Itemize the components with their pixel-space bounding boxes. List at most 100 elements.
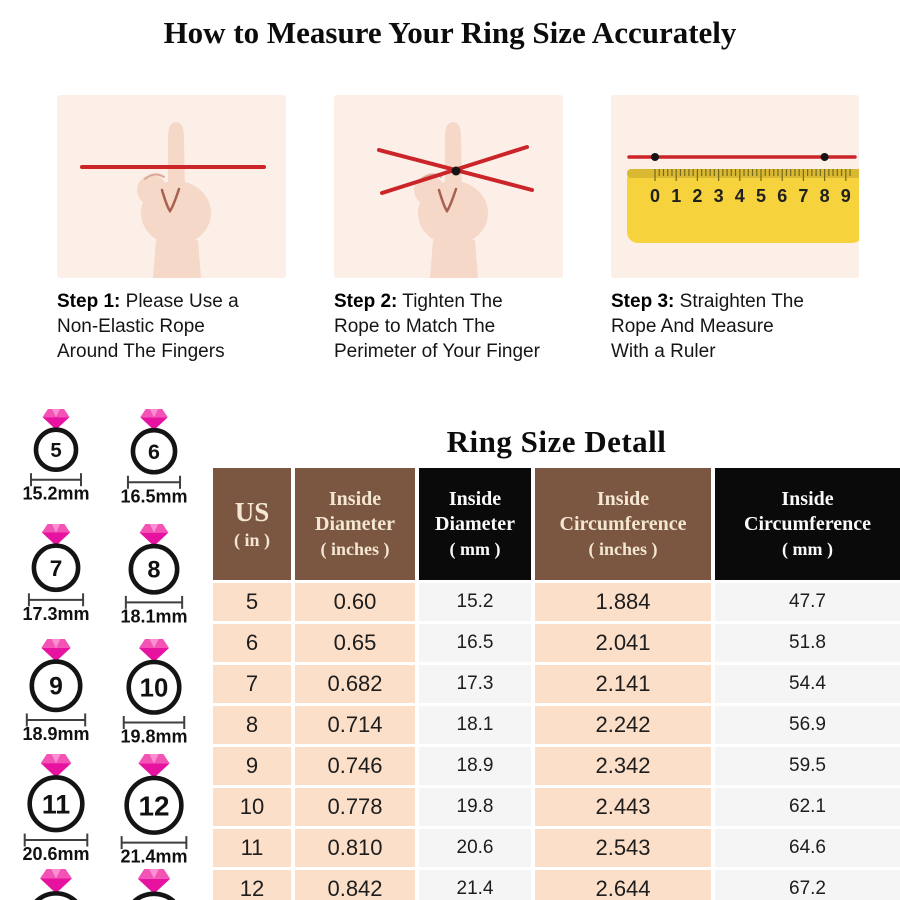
- table-cell: 10: [213, 788, 291, 826]
- table-cell: 0.842: [295, 870, 415, 900]
- table-cell: 20.6: [419, 829, 531, 867]
- ring-size-number: 10: [140, 675, 169, 703]
- ruler-number: 9: [841, 186, 851, 206]
- ring-band: [27, 775, 85, 833]
- header-inside-circumference-mm: Inside Circumference ( mm ): [715, 468, 900, 580]
- step-1-panel: Step 1: Please Use a Non-Elastic Rope Arou…: [57, 95, 286, 364]
- ring-diameter-label: 16.5mm: [120, 486, 187, 506]
- ring-illustration: 10 19.8mm: [120, 639, 188, 747]
- table-cell: 2.141: [535, 665, 711, 703]
- table-cell: 56.9: [715, 706, 900, 744]
- table-cell: 15.2: [419, 583, 531, 621]
- ring-illustration-partial: [34, 869, 78, 900]
- ring-band: [124, 775, 184, 835]
- table-cell: 0.778: [295, 788, 415, 826]
- table-cell: 9: [213, 747, 291, 785]
- ring-size-number: 6: [148, 440, 160, 464]
- hand-with-rope-graphic: [80, 122, 266, 278]
- ring-band: [128, 543, 180, 595]
- ruler-number: 8: [820, 186, 830, 206]
- table-cell: 47.7: [715, 583, 900, 621]
- table-cell: 12: [213, 870, 291, 900]
- table-cell: 6: [213, 624, 291, 662]
- ring-band: [33, 427, 79, 473]
- table-cell: 5: [213, 583, 291, 621]
- table-cell: 59.5: [715, 747, 900, 785]
- ring-illustration: 8 18.1mm: [120, 524, 188, 626]
- step-1-label: Step 1:: [57, 291, 121, 312]
- ring-size-detail-panel: Ring Size Detall US ( in ) Inside Diamet…: [213, 424, 900, 900]
- ring-band: [31, 543, 81, 593]
- table-cell: 0.65: [295, 624, 415, 662]
- table-cell: 64.6: [715, 829, 900, 867]
- table-cell: 0.810: [295, 829, 415, 867]
- table-cell: 62.1: [715, 788, 900, 826]
- ring-diameter-label: 21.4mm: [120, 847, 187, 866]
- ring-size-number: 7: [50, 556, 63, 581]
- step-3-label: Step 3:: [611, 291, 675, 312]
- diamond-icon: [138, 754, 170, 778]
- page-title: How to Measure Your Ring Size Accurately: [163, 14, 737, 50]
- step-1-image: [57, 95, 286, 278]
- header-inside-circumference-inches: Inside Circumference ( inches ): [535, 468, 711, 580]
- step-3-caption: Step 3: Straighten The Rope And Measure Wi…: [611, 291, 804, 362]
- ring-size-number: 9: [49, 674, 63, 701]
- table-cell: 51.8: [715, 624, 900, 662]
- rope-knot-dot: [451, 166, 461, 176]
- table-cell: 2.242: [535, 706, 711, 744]
- table-cell: 21.4: [419, 870, 531, 900]
- table-cell: 18.9: [419, 747, 531, 785]
- ring-diameter-label: 15.2mm: [22, 484, 89, 504]
- ring-sizes-panel: 5 15.2mm 6 16.5mm 7 17.3mm 8 18.1mm 9 18.9mm 10 19.…: [0, 406, 218, 900]
- table-cell: 11: [213, 829, 291, 867]
- diamond-icon: [139, 524, 169, 547]
- ring-illustration: 7 17.3mm: [22, 524, 90, 624]
- table-cell: 2.543: [535, 829, 711, 867]
- table-cell: 54.4: [715, 665, 900, 703]
- table-cell: 7: [213, 665, 291, 703]
- ruler-number: 7: [798, 186, 808, 206]
- ring-size-number: 5: [50, 440, 61, 462]
- header-inside-diameter-mm: Inside Diameter ( mm ): [419, 468, 531, 580]
- diamond-icon: [41, 639, 71, 662]
- table-cell: 0.682: [295, 665, 415, 703]
- ring-diameter-label: 17.3mm: [22, 604, 89, 624]
- ring-illustration-partial: [132, 869, 176, 900]
- ruler-number: 4: [735, 186, 745, 206]
- table-cell: 0.714: [295, 706, 415, 744]
- ruler-body: [627, 169, 859, 243]
- ring-size-number: 8: [147, 558, 160, 584]
- diamond-icon: [137, 869, 171, 894]
- table-cell: 2.644: [535, 870, 711, 900]
- ruler-number: 3: [714, 186, 724, 206]
- table-cell: 0.746: [295, 747, 415, 785]
- diamond-icon: [40, 754, 72, 778]
- ring-diameter-label: 19.8mm: [120, 727, 187, 747]
- ring-size-number: 11: [42, 789, 70, 819]
- table-cell: 8: [213, 706, 291, 744]
- ring-diameter-label: 18.1mm: [120, 606, 187, 626]
- ring-band: [132, 891, 176, 900]
- table-cell: 2.041: [535, 624, 711, 662]
- ring-diameter-label: 18.9mm: [22, 724, 89, 744]
- table-cell: 2.443: [535, 788, 711, 826]
- size-table-title: Ring Size Detall: [446, 424, 667, 459]
- ruler-ticks: [654, 169, 851, 181]
- table-cell: 18.1: [419, 706, 531, 744]
- table-cell: 17.3: [419, 665, 531, 703]
- step-1-caption: Step 1: Please Use a Non-Elastic Rope Arou…: [57, 291, 239, 362]
- ring-illustration: 6 16.5mm: [120, 409, 188, 506]
- ruler-number: 1: [671, 186, 681, 206]
- header-us: US ( in ): [213, 468, 291, 580]
- table-cell: 2.342: [535, 747, 711, 785]
- ruler-number: 2: [692, 186, 702, 206]
- diamond-icon: [139, 639, 169, 662]
- finger-crease: [160, 187, 181, 214]
- diamond-icon: [42, 409, 70, 430]
- diamond-icon: [140, 409, 168, 431]
- ruler-number: 6: [777, 186, 787, 206]
- table-cell: 67.2: [715, 870, 900, 900]
